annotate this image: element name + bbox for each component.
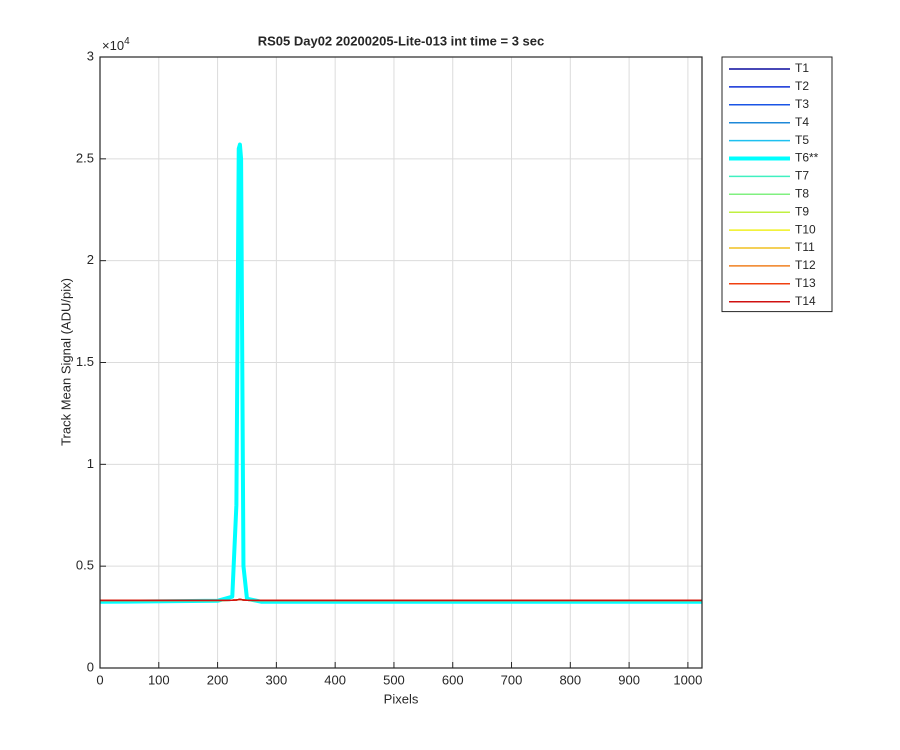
x-tick-label: 800 <box>559 672 581 687</box>
x-axis-label: Pixels <box>384 691 419 706</box>
y-multiplier-exp: 4 <box>124 36 130 47</box>
y-tick-label: 1 <box>87 456 94 471</box>
legend-label: T11 <box>795 240 815 254</box>
y-multiplier-base: ×10 <box>102 38 124 53</box>
legend: T1 T2 T3 T4 T5 T6** T7 T8 T9 T10 T11 T12 T13 T14 <box>721 56 833 313</box>
legend-label: T9 <box>795 204 809 218</box>
legend-label: T8 <box>795 186 809 200</box>
legend-label: T7 <box>795 169 809 183</box>
y-multiplier: ×104 <box>102 36 130 54</box>
y-tick-label: 0.5 <box>76 558 94 573</box>
x-tick-label: 100 <box>148 672 170 687</box>
y-tick-label: 2.5 <box>76 150 94 165</box>
y-tick-label: 2 <box>87 252 94 267</box>
y-tick-label: 0 <box>87 659 94 674</box>
legend-label: T13 <box>795 276 816 290</box>
x-tick-label: 500 <box>383 672 405 687</box>
plot-area <box>99 142 702 604</box>
y-tick-label: 1.5 <box>76 354 94 369</box>
x-tick-label: 600 <box>442 672 464 687</box>
legend-label: T6** <box>795 151 819 165</box>
legend-label: T3 <box>795 97 809 111</box>
x-tick-label: 1000 <box>673 672 702 687</box>
legend-label: T12 <box>795 258 816 272</box>
x-tick-label: 200 <box>207 672 229 687</box>
legend-label: T4 <box>795 115 809 129</box>
x-tick-label: 0 <box>96 672 103 687</box>
legend-label: T10 <box>795 222 816 236</box>
legend-label: T2 <box>795 79 809 93</box>
y-tick-label: 3 <box>87 48 94 63</box>
legend-label: T5 <box>795 133 809 147</box>
x-tick-label: 900 <box>618 672 640 687</box>
series-line <box>100 598 702 602</box>
axes-box <box>99 56 703 669</box>
legend-box <box>721 56 833 313</box>
x-tick-label: 400 <box>324 672 346 687</box>
x-tick-label: 300 <box>266 672 288 687</box>
x-tick-label: 700 <box>501 672 523 687</box>
y-axis-label: Track Mean Signal (ADU/pix) <box>58 278 73 446</box>
chart-title: RS05 Day02 20200205-Lite-013 int time = … <box>258 33 545 48</box>
legend-label: T1 <box>795 61 809 75</box>
axes: 0 100 200 300 400 500 600 700 800 900 1000 0 0.5 1 1.5… <box>76 48 703 687</box>
legend-label: T14 <box>795 294 816 308</box>
